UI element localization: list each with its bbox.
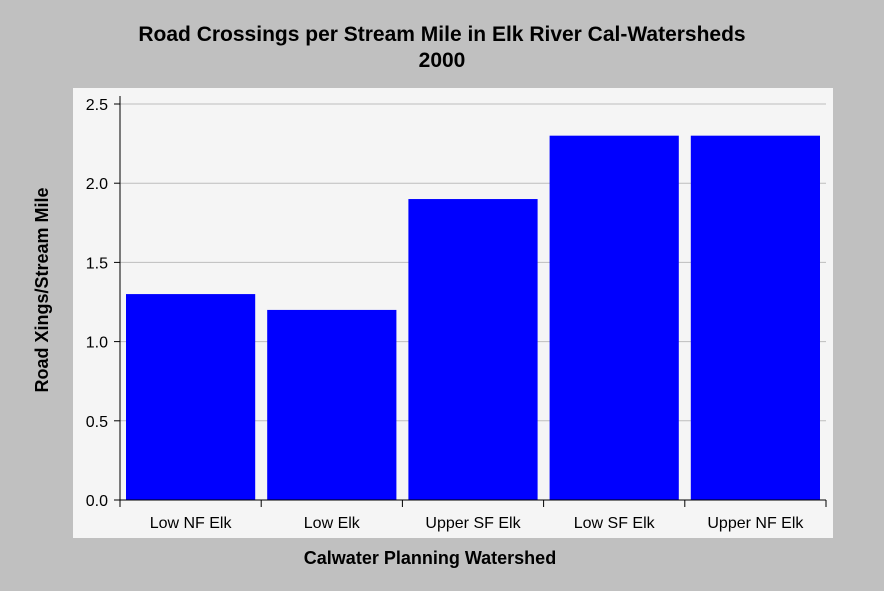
y-tick-label: 2.0: [86, 176, 108, 193]
y-tick-label: 0.5: [86, 414, 108, 431]
bar: [126, 294, 256, 500]
y-tick-label: 2.5: [86, 97, 108, 114]
x-tick-label: Low Elk: [304, 515, 361, 532]
x-tick-label: Low NF Elk: [150, 515, 233, 532]
x-tick-label: Upper NF Elk: [707, 515, 804, 532]
bar: [549, 135, 679, 500]
bar: [690, 135, 820, 500]
chart-subtitle: 2000: [418, 49, 466, 72]
y-tick-label: 0.0: [86, 493, 108, 510]
x-tick-label: Low SF Elk: [574, 515, 656, 532]
bar: [408, 199, 538, 501]
y-tick-label: 1.5: [86, 255, 108, 272]
x-tick-label: Upper SF Elk: [425, 515, 521, 532]
chart-title: Road Crossings per Stream Mile in Elk Ri…: [138, 23, 746, 46]
bar: [267, 309, 397, 500]
x-axis-title: Calwater Planning Watershed: [303, 548, 557, 568]
y-tick-label: 1.0: [86, 335, 108, 352]
